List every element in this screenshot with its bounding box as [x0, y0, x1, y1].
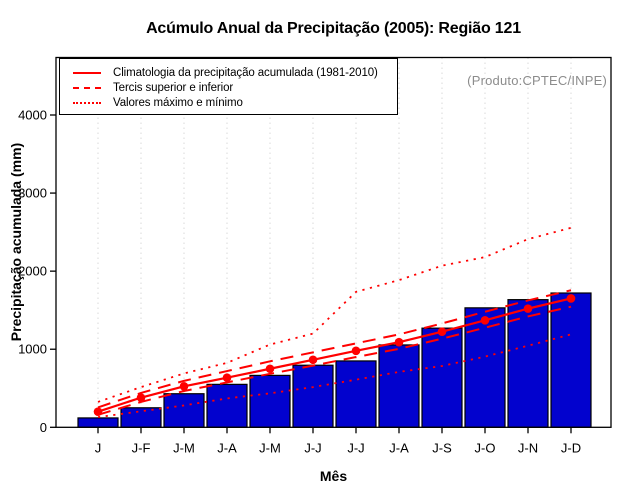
plot-border	[55, 56, 612, 428]
y-tick-label: 4000	[18, 108, 47, 123]
x-tick-label: J-D	[561, 440, 581, 455]
y-axis-title: Precipitação acumulada (mm)	[8, 142, 24, 342]
x-tick-label: J-J	[304, 440, 321, 455]
bar-month-J-N	[507, 299, 549, 428]
bar-month-J-D	[550, 292, 592, 428]
bar-month-J-J	[292, 364, 334, 428]
legend-label-maxmin: Valores máximo e mínimo	[113, 96, 243, 109]
x-tick-label: J-A	[217, 440, 237, 455]
legend-label-climatology: Climatologia da precipitação acumulada (…	[113, 66, 378, 79]
x-tick-label: J-M	[259, 440, 281, 455]
bar-month-J-F	[120, 407, 162, 428]
y-tick-label: 1000	[18, 342, 47, 357]
series-line-dashed	[97, 289, 572, 409]
chart-title: Acúmulo Anual da Precipitação (2005): Re…	[146, 20, 521, 37]
series-point	[265, 364, 275, 374]
bar-month-J-M	[249, 374, 291, 428]
series-point	[523, 304, 533, 313]
legend-row-maxmin: Valores máximo e mínimo	[60, 95, 397, 110]
bar-month-J-S	[421, 327, 463, 428]
x-tick-label: J-A	[389, 440, 409, 455]
dashed-line-icon	[73, 86, 101, 89]
series-point	[437, 327, 447, 336]
y-tick-label: 2000	[18, 264, 47, 279]
series-point	[351, 346, 361, 356]
y-tick-label: 3000	[18, 186, 47, 201]
series-point	[480, 316, 490, 325]
solid-line-icon	[73, 71, 101, 74]
y-tick-label: 0	[40, 420, 47, 435]
x-tick-label: J-S	[432, 440, 452, 455]
series-point	[222, 373, 232, 383]
bar-month-J	[77, 417, 119, 428]
x-axis-title: Mês	[319, 468, 348, 484]
series-point	[136, 393, 146, 402]
bar-month-J-A	[378, 344, 420, 428]
series-point	[179, 382, 189, 391]
producer-watermark: (Produto:CPTEC/INPE)	[467, 73, 607, 88]
series-point	[308, 355, 318, 365]
series-line-dashed	[97, 305, 572, 416]
legend-row-tercis: Tercis superior e inferior	[60, 80, 397, 95]
dotted-line-icon	[73, 101, 101, 104]
series-point	[566, 294, 576, 303]
x-tick-label: J-J	[347, 440, 364, 455]
x-tick-label: J	[95, 440, 102, 455]
series-line-dotted	[97, 333, 572, 419]
x-tick-label: J-F	[132, 440, 151, 455]
bar-month-J-J	[335, 360, 377, 428]
bar-month-J-A	[206, 383, 248, 428]
series-point	[394, 337, 404, 347]
x-tick-label: J-M	[173, 440, 195, 455]
bar-month-J-M	[163, 393, 205, 428]
legend-label-tercis: Tercis superior e inferior	[113, 81, 234, 94]
series-line-solid	[97, 297, 572, 413]
legend-row-climatology: Climatologia da precipitação acumulada (…	[60, 65, 397, 80]
series-line-dotted	[97, 226, 572, 403]
x-tick-label: J-O	[475, 440, 496, 455]
series-point	[93, 407, 103, 416]
legend-box: Climatologia da precipitação acumulada (…	[59, 58, 398, 115]
x-tick-label: J-N	[518, 440, 538, 455]
bar-month-J-O	[464, 307, 506, 428]
